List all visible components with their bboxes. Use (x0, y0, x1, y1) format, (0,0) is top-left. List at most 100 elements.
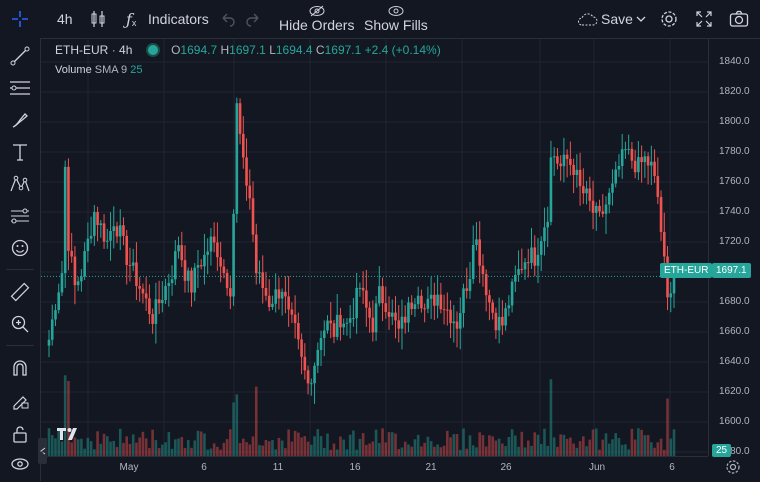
live-status-dot (147, 45, 158, 55)
volume-bar (643, 435, 647, 456)
candle-body (131, 262, 135, 266)
volume-bar (229, 429, 232, 456)
legend-high-label: H (220, 43, 230, 57)
volume-bar (161, 444, 164, 456)
forecast-tool-icon[interactable] (8, 204, 32, 228)
volume-bar (575, 447, 579, 456)
volume-bar (358, 438, 362, 456)
volume-bar (80, 438, 83, 456)
candle-body (653, 161, 656, 177)
candle-body (60, 273, 64, 293)
emoji-icon[interactable] (8, 236, 32, 260)
candle-body (488, 295, 491, 303)
zoom-in-icon[interactable] (8, 312, 32, 336)
volume-bar (462, 428, 465, 456)
settings-gear-icon[interactable] (659, 0, 679, 38)
volume-label[interactable]: Volume (55, 64, 92, 76)
fullscreen-icon[interactable] (695, 0, 713, 38)
candle-body (403, 316, 407, 323)
volume-bar (73, 437, 77, 456)
candle-body (530, 247, 533, 263)
price-axis[interactable]: 1840.0 1820.0 1800.0 1780.0 1760.0 1740.0 1720… (708, 39, 760, 457)
toolbar-divider (6, 345, 34, 346)
candle-body (523, 262, 527, 270)
candle-body (543, 227, 546, 242)
ruler-icon[interactable] (8, 280, 32, 304)
candles-icon[interactable] (89, 0, 107, 38)
volume-bar (611, 439, 614, 456)
undo-icon[interactable] (220, 0, 236, 38)
candle-body (410, 302, 413, 309)
crosshair-icon[interactable] (10, 0, 30, 38)
candle-body (183, 260, 187, 281)
volume-value-badge: 25 (712, 444, 732, 457)
lock-icon[interactable] (8, 422, 32, 446)
tradingview-logo (56, 426, 82, 442)
horizontal-lines-icon[interactable] (8, 76, 32, 100)
show-fills-button[interactable]: Show Fills (364, 0, 428, 38)
volume-bar (148, 448, 151, 456)
time-tick-label: Jun (588, 462, 606, 473)
volume-bar (390, 432, 394, 456)
candle-body (598, 205, 601, 212)
volume-bar (332, 443, 336, 456)
candle-body (575, 169, 579, 175)
candle-body (578, 169, 582, 187)
legend-change: +2.4 (+0.14%) (364, 43, 441, 57)
volume-bar (410, 446, 413, 456)
legend-symbol[interactable]: ETH-EUR (55, 43, 109, 57)
pattern-tool-icon[interactable] (8, 172, 32, 196)
axis-settings-gear-icon[interactable] (724, 458, 744, 478)
lock-drawing-icon[interactable] (8, 388, 32, 412)
cloud-icon[interactable] (576, 0, 598, 38)
volume-bar (115, 447, 119, 456)
visibility-eye-icon[interactable] (8, 452, 32, 476)
candle-body (484, 274, 488, 296)
volume-bar (585, 446, 588, 456)
volume-bar (504, 446, 507, 456)
indicators-button[interactable]: Indicators (148, 11, 209, 27)
candle-body (148, 298, 151, 315)
volume-bar (624, 444, 627, 456)
volume-bar (193, 440, 197, 456)
candle-body (475, 239, 478, 245)
volume-bar (209, 448, 213, 456)
redo-icon[interactable] (245, 0, 261, 38)
candle-body (365, 290, 368, 308)
candle-body (491, 302, 494, 313)
collapse-toolbar-handle[interactable] (38, 438, 47, 464)
chevron-down-icon[interactable] (636, 0, 646, 38)
time-axis[interactable]: May 6 11 16 21 26 Jun 6 (41, 456, 708, 482)
camera-icon[interactable] (729, 0, 749, 38)
volume-bar (290, 441, 294, 456)
volume-bar (368, 443, 371, 456)
magnet-icon[interactable] (8, 356, 32, 380)
trend-line-icon[interactable] (8, 44, 32, 68)
candle-body (96, 212, 99, 226)
candle-body (144, 293, 148, 299)
candle-body (280, 291, 284, 299)
candlestick-chart[interactable] (41, 39, 708, 456)
brush-icon[interactable] (8, 108, 32, 132)
candle-body (63, 166, 67, 274)
text-tool-icon[interactable] (8, 140, 32, 164)
drawing-toolbar (0, 38, 41, 481)
volume-bar (216, 446, 219, 456)
volume-bar (157, 448, 161, 456)
candle-body (141, 288, 145, 294)
candle-body (199, 265, 203, 267)
price-tick-label: 1820.0 (719, 86, 750, 97)
volume-bar (173, 439, 177, 456)
volume-bar (475, 447, 478, 456)
candle-body (400, 316, 404, 329)
volume-bar (598, 449, 601, 456)
interval-button[interactable]: 4h (57, 11, 73, 27)
candle-body (345, 322, 349, 324)
hide-orders-button[interactable]: Hide Orders (279, 0, 354, 38)
volume-bar (617, 438, 621, 456)
volume-bar (355, 449, 358, 456)
save-button[interactable]: Save (601, 11, 633, 27)
candle-body (310, 383, 313, 385)
